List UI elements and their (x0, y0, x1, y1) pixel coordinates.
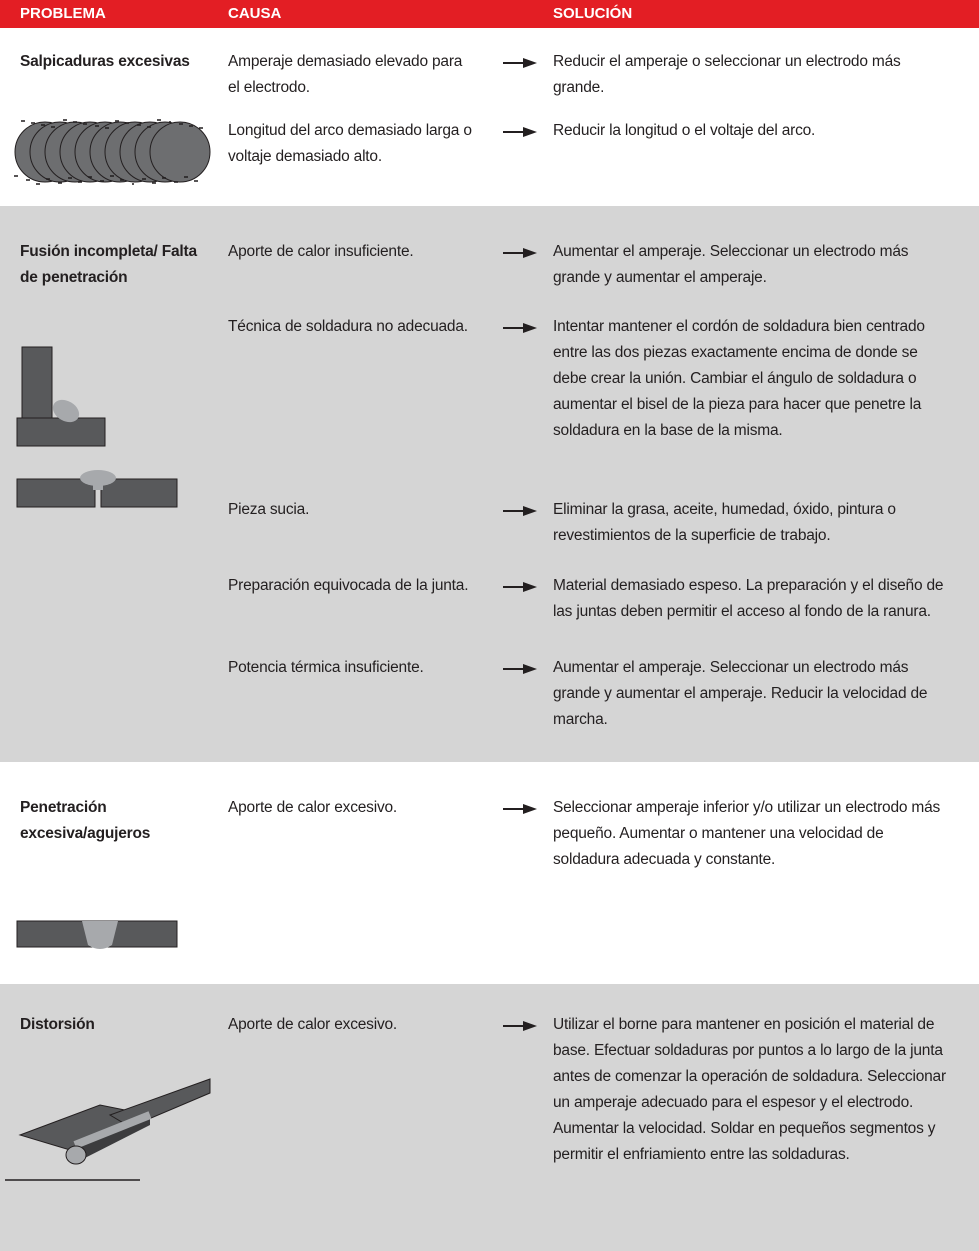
solution: Aumentar el amperaje. Seleccionar un ele… (553, 243, 909, 286)
arrow (503, 580, 537, 592)
arrow (503, 504, 537, 516)
header-problema: PROBLEMA (20, 5, 106, 22)
cause: Longitud del arco demasiado larga o volt… (228, 122, 472, 165)
arrow (503, 125, 537, 137)
solution: Utilizar el borne para mantener en posic… (553, 1016, 946, 1163)
arrow (503, 56, 537, 68)
cause: Aporte de calor excesivo. (228, 799, 398, 816)
section-bg (0, 984, 979, 1251)
problem: Penetración excesiva/agujeros (20, 799, 151, 842)
solution: Eliminar la grasa, aceite, humedad, óxid… (553, 501, 896, 544)
problem: Fusión incompleta/ Falta de penetración (20, 243, 197, 286)
problem: Salpicaduras excesivas (20, 53, 190, 70)
solution: Seleccionar amperaje inferior y/o utiliz… (553, 799, 941, 868)
cause: Preparación equivocada de la junta. (228, 577, 469, 594)
header-bar: PROBLEMA CAUSA SOLUCIÓN (0, 0, 979, 28)
arrow (503, 1019, 537, 1031)
cause: Amperaje demasiado elevado para el elect… (228, 53, 463, 96)
t-joint-image (0, 345, 230, 450)
header-causa: CAUSA (228, 5, 282, 22)
butt-joint-image (0, 465, 230, 510)
arrow (503, 246, 537, 258)
arrow (503, 802, 537, 814)
cause: Técnica de soldadura no adecuada. (228, 318, 468, 335)
arrow (503, 321, 537, 333)
solution: Material demasiado espeso. La preparació… (553, 577, 944, 620)
solution: Reducir la longitud o el voltaje del arc… (553, 122, 816, 139)
penetration-image (0, 915, 230, 955)
cause: Pieza sucia. (228, 501, 310, 518)
solution: Intentar mantener el cordón de soldadura… (553, 318, 925, 439)
cause: Aporte de calor excesivo. (228, 1016, 398, 1033)
spatter-image (0, 118, 230, 188)
header-solucion: SOLUCIÓN (553, 5, 633, 22)
solution: Reducir el amperaje o seleccionar un ele… (553, 53, 901, 96)
solution: Aumentar el amperaje. Seleccionar un ele… (553, 659, 928, 728)
arrow (503, 662, 537, 674)
problem: Distorsión (20, 1016, 95, 1033)
cause: Potencia térmica insuficiente. (228, 659, 424, 676)
cause: Aporte de calor insuficiente. (228, 243, 414, 260)
distortion-image (0, 1075, 230, 1190)
